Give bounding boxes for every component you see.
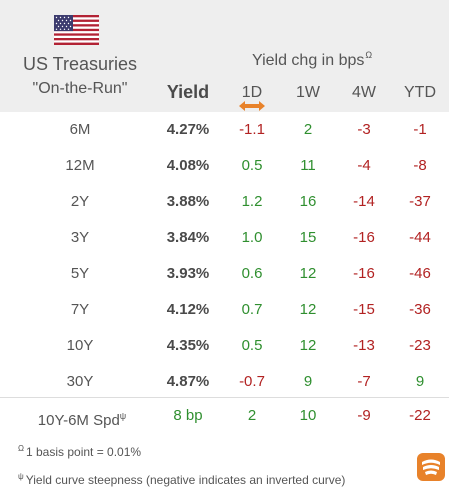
- change-4w-cell: -4: [357, 157, 371, 174]
- change-1d-cell: 1.0: [241, 229, 263, 246]
- table-row: 7Y 4.12% 0.7 12 -15 -36: [0, 292, 449, 328]
- table-title: US Treasuries: [22, 54, 138, 74]
- change-4w-cell: -14: [353, 193, 375, 210]
- column-header-4w[interactable]: 4W: [352, 84, 376, 101]
- change-1d-cell: 0.5: [241, 157, 263, 174]
- basis-footnote-text: 1 basis point = 0.01%: [25, 445, 142, 459]
- tenor-cell: 6M: [69, 121, 91, 138]
- table-row: 6M 4.27% -1.1 2 -3 -1: [0, 112, 449, 148]
- table-row: 5Y 3.93% 0.6 12 -16 -46: [0, 256, 449, 292]
- us-flag-icon: [54, 15, 99, 45]
- basis-footnote-symbol: Ω: [18, 444, 24, 453]
- spread-ytd: -22: [409, 407, 431, 424]
- change-1w-cell: 11: [300, 157, 316, 174]
- curve-footnote-marker: ψ: [119, 411, 127, 421]
- tenor-cell: 30Y: [66, 373, 94, 390]
- tenor-cell: 7Y: [70, 301, 90, 318]
- change-1w-cell: 15: [299, 229, 317, 246]
- tenor-cell: 12M: [65, 157, 95, 174]
- yield-column-header[interactable]: Yield: [166, 82, 210, 102]
- yield-change-label: Yield chg in bps: [252, 52, 365, 69]
- change-4w-cell: -15: [353, 301, 375, 318]
- yield-cell: 4.08%: [166, 157, 210, 174]
- change-1d-cell: 0.7: [241, 301, 263, 318]
- change-1d-cell: 0.6: [241, 265, 263, 282]
- tenor-cell: 10Y: [66, 337, 94, 354]
- table-row: 3Y 3.84% 1.0 15 -16 -44: [0, 220, 449, 256]
- curve-footnote: ψ Yield curve steepness (negative indicat…: [18, 472, 345, 487]
- change-4w-cell: -7: [357, 373, 371, 390]
- change-1d-cell: -0.7: [239, 373, 265, 390]
- change-4w-cell: -13: [353, 337, 375, 354]
- change-4w-cell: -16: [353, 229, 375, 246]
- tenor-cell: 3Y: [70, 229, 90, 246]
- yield-cell: 4.35%: [166, 337, 210, 354]
- yield-cell: 3.84%: [166, 229, 210, 246]
- spread-label-text: 10Y-6M Spd: [37, 412, 120, 429]
- change-4w-cell: -16: [353, 265, 375, 282]
- spread-4w: -9: [357, 407, 371, 424]
- spread-1d: 2: [247, 407, 257, 424]
- yield-cell: 3.93%: [166, 265, 210, 282]
- change-ytd-cell: -37: [409, 193, 431, 210]
- table-subtitle: "On-the-Run": [32, 80, 128, 97]
- change-1d-cell: 0.5: [241, 337, 263, 354]
- table-row: 12M 4.08% 0.5 11 -4 -8: [0, 148, 449, 184]
- spread-label: 10Y-6M Spdψ: [12, 398, 152, 434]
- spread-value: 8 bp: [173, 407, 203, 424]
- change-ytd-cell: -1: [413, 121, 427, 138]
- curve-footnote-text: Yield curve steepness (negative indicate…: [25, 473, 346, 487]
- brand-logo-icon[interactable]: [417, 453, 445, 481]
- change-ytd-cell: -44: [409, 229, 431, 246]
- sort-arrows-icon[interactable]: [239, 101, 265, 111]
- yield-cell: 4.87%: [166, 373, 210, 390]
- basis-footnote-marker: Ω: [365, 50, 373, 60]
- change-ytd-cell: -36: [409, 301, 431, 318]
- change-1w-cell: 12: [299, 265, 317, 282]
- column-header-1d[interactable]: 1D: [241, 84, 263, 101]
- change-ytd-cell: -8: [413, 157, 427, 174]
- change-1w-cell: 9: [303, 373, 313, 390]
- change-ytd-cell: 9: [415, 373, 425, 390]
- change-1w-cell: 12: [299, 301, 317, 318]
- yield-cell: 4.27%: [166, 121, 210, 138]
- table-row: 30Y 4.87% -0.7 9 -7 9: [0, 364, 449, 400]
- table-header: US Treasuries "On-the-Run" Yield Yield c…: [0, 0, 449, 112]
- yield-change-group-header: Yield chg in bpsΩ: [252, 50, 372, 70]
- table-row: 10Y 4.35% 0.5 12 -13 -23: [0, 328, 449, 364]
- change-1d-cell: -1.1: [239, 121, 265, 138]
- curve-footnote-symbol: ψ: [18, 472, 24, 481]
- change-1w-cell: 2: [303, 121, 313, 138]
- column-header-ytd[interactable]: YTD: [404, 84, 436, 101]
- yield-cell: 3.88%: [166, 193, 210, 210]
- change-1w-cell: 12: [299, 337, 317, 354]
- change-1d-cell: 1.2: [241, 193, 263, 210]
- change-ytd-cell: -46: [409, 265, 431, 282]
- tenor-cell: 5Y: [70, 265, 90, 282]
- spread-1w: 10: [299, 407, 317, 424]
- spread-row: 10Y-6M Spdψ 8 bp 2 10 -9 -22: [0, 398, 449, 434]
- table-row: 2Y 3.88% 1.2 16 -14 -37: [0, 184, 449, 220]
- change-4w-cell: -3: [357, 121, 371, 138]
- change-ytd-cell: -23: [409, 337, 431, 354]
- tenor-cell: 2Y: [70, 193, 90, 210]
- spread-divider: [0, 397, 449, 398]
- yield-cell: 4.12%: [166, 301, 210, 318]
- change-1w-cell: 16: [299, 193, 317, 210]
- column-header-1w[interactable]: 1W: [296, 84, 320, 101]
